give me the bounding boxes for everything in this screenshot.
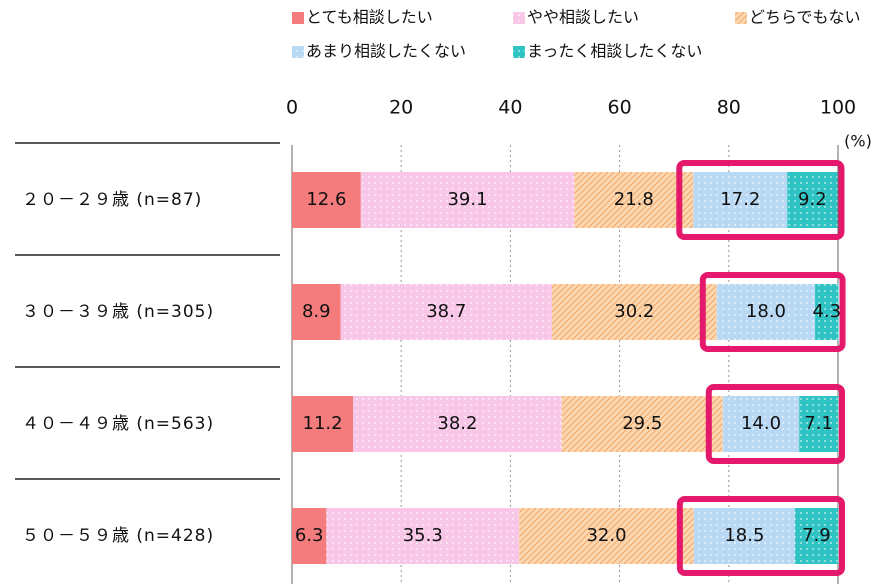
bar-segment (722, 396, 800, 452)
x-tick-label: 100 (820, 97, 856, 119)
bar-segment (326, 508, 520, 564)
value-label: 4.3 (812, 301, 841, 322)
bar-segment (340, 284, 552, 340)
bar-segment (787, 172, 838, 228)
bar-segment (815, 284, 839, 340)
bar-segment (799, 396, 838, 452)
highlight-box (676, 160, 845, 240)
unit-label: (%) (844, 132, 872, 151)
value-label: 38.7 (426, 301, 466, 322)
category-label: ４０－４９歳 (n=563) (22, 414, 214, 434)
legend-swatch (513, 46, 525, 58)
category-label: ２０－２９歳 (n=87) (22, 190, 202, 210)
category-label: ３０－３９歳 (n=305) (22, 302, 214, 322)
bar-segment (561, 396, 723, 452)
value-label: 6.3 (295, 525, 324, 546)
value-label: 12.6 (306, 189, 346, 210)
value-label: 11.2 (303, 413, 343, 434)
value-label: 21.8 (614, 189, 654, 210)
bar-segment (519, 508, 694, 564)
bar-segment (693, 508, 795, 564)
x-tick-label: 20 (389, 97, 413, 119)
x-tick-label: 60 (608, 97, 632, 119)
value-label: 39.1 (447, 189, 487, 210)
value-label: 7.1 (804, 413, 833, 434)
bar-segment (292, 396, 354, 452)
value-label: 14.0 (741, 413, 781, 434)
x-tick-label: 80 (717, 97, 741, 119)
bar-segment (574, 172, 694, 228)
value-label: 30.2 (614, 301, 654, 322)
bar-segment (794, 508, 838, 564)
legend-swatch (292, 46, 304, 58)
legend-label: やや相談したい (527, 8, 639, 27)
value-label: 9.2 (798, 189, 827, 210)
value-label: 32.0 (586, 525, 626, 546)
x-tick-label: 40 (498, 97, 522, 119)
value-label: 18.0 (746, 301, 786, 322)
legend-swatch (513, 12, 525, 24)
value-label: 29.5 (622, 413, 662, 434)
x-tick-label: 0 (286, 97, 298, 119)
bar-segment (360, 172, 575, 228)
value-label: 17.2 (720, 189, 760, 210)
value-label: 8.9 (302, 301, 331, 322)
legend-swatch (735, 12, 747, 24)
bar-segment (353, 396, 562, 452)
bar-segment (551, 284, 717, 340)
bar-segment (292, 172, 361, 228)
legend-label: まったく相談したくない (527, 42, 702, 61)
highlight-box (699, 272, 846, 352)
value-label: 38.2 (437, 413, 477, 434)
legend-label: とても相談したい (306, 8, 433, 27)
category-label: ５０－５９歳 (n=428) (22, 526, 214, 546)
bar-segment (292, 284, 341, 340)
bar-segment (716, 284, 816, 340)
legend-label: あまり相談したくない (306, 42, 466, 61)
value-label: 18.5 (724, 525, 764, 546)
legend-swatch (292, 12, 304, 24)
legend-label: どちらでもない (749, 8, 861, 27)
bar-segment (693, 172, 788, 228)
value-label: 35.3 (403, 525, 443, 546)
bar-segment (292, 508, 327, 564)
highlight-box (676, 496, 846, 576)
highlight-box (705, 384, 845, 464)
value-label: 7.9 (802, 525, 831, 546)
